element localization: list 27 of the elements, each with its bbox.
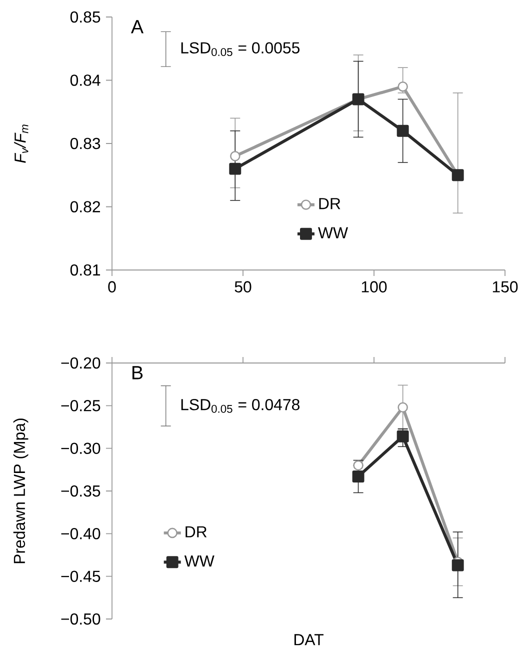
x-axis-title: DAT <box>294 634 324 646</box>
legend-label: WW <box>184 556 214 566</box>
x-tick-label: 0 <box>108 281 116 292</box>
y-tick-label: −0.30 <box>61 442 100 454</box>
y-tick-label: −0.25 <box>61 400 100 412</box>
chart-title: B <box>132 366 143 380</box>
y-tick-label: −0.40 <box>61 528 100 540</box>
y-tick-label: −0.35 <box>61 485 100 497</box>
annotation: LSD$_{0.05}$ = 0.0055 <box>181 42 300 56</box>
y-tick-label: 0.85 <box>70 11 100 23</box>
y-tick-label: 0.84 <box>70 74 100 86</box>
legend-label: DR <box>186 526 207 538</box>
y-axis-title: F$_{v}$/F$_{m}$ <box>14 124 28 163</box>
y-tick-label: −0.20 <box>61 357 100 369</box>
annotation: LSD$_{0.05}$ = 0.0478 <box>181 398 300 413</box>
y-tick-label: −0.50 <box>61 613 100 625</box>
y-tick-label: 0.83 <box>70 138 100 150</box>
x-tick-label: 50 <box>234 281 252 292</box>
legend-label: WW <box>318 227 348 238</box>
y-tick-label: −0.45 <box>61 570 100 582</box>
x-tick-label: 100 <box>362 281 387 292</box>
legend-label: DR <box>319 198 340 210</box>
chart-title: A <box>130 20 144 34</box>
y-tick-label: 0.81 <box>70 264 100 276</box>
y-axis-title: Predawn LWP (Mpa) <box>13 418 28 564</box>
x-tick-label: 150 <box>492 281 518 292</box>
y-tick-label: 0.82 <box>70 201 100 212</box>
